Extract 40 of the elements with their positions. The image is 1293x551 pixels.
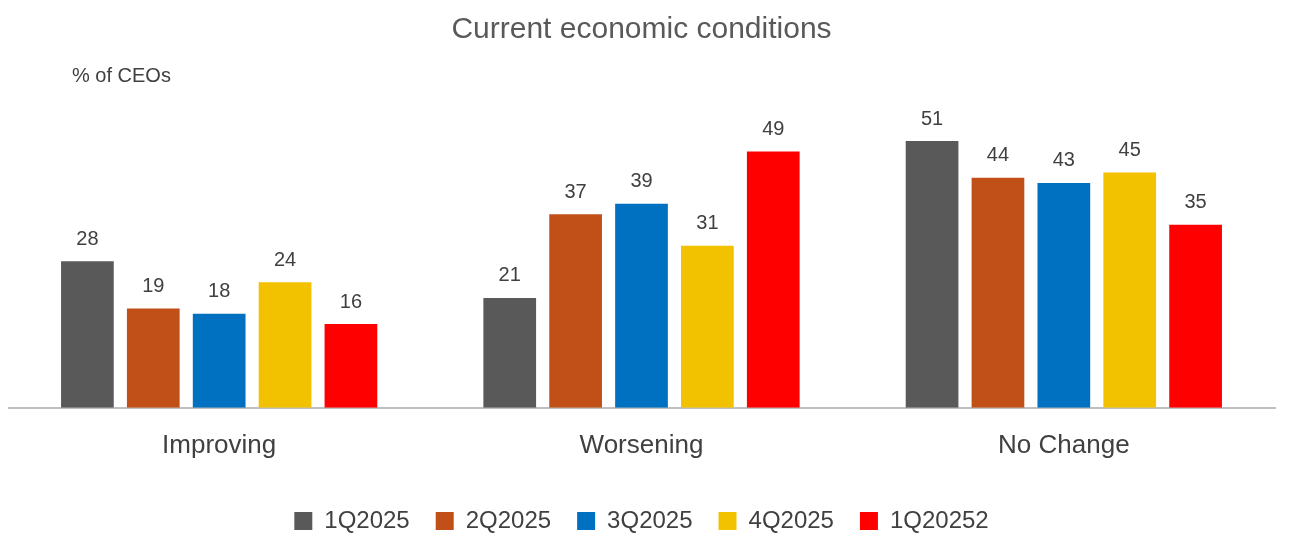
- data-label: 44: [986, 143, 1010, 166]
- bar: [971, 177, 1025, 408]
- legend-label: 3Q2025: [607, 505, 693, 533]
- bar: [905, 141, 959, 408]
- data-label: 39: [630, 169, 653, 192]
- x-tick-label: Improving: [162, 428, 277, 459]
- chart-title: Current economic conditions: [451, 11, 832, 45]
- bar: [483, 297, 537, 408]
- x-tick-label: No Change: [998, 428, 1130, 459]
- data-label: 51: [920, 106, 944, 129]
- data-label: 19: [142, 273, 165, 296]
- x-tick-label: Worsening: [579, 428, 704, 459]
- data-label: 24: [273, 247, 297, 270]
- bar: [126, 308, 180, 408]
- data-label: 45: [1118, 137, 1141, 160]
- bar: [324, 324, 378, 408]
- legend-label: 2Q2025: [465, 505, 552, 533]
- bar: [615, 203, 668, 408]
- data-label: 18: [208, 279, 231, 302]
- bar: [549, 214, 602, 408]
- data-label: 49: [762, 117, 785, 140]
- y-axis-title: % of CEOs: [72, 63, 171, 86]
- data-label: 37: [564, 179, 587, 202]
- data-label: 43: [1052, 148, 1075, 171]
- legend-label: 1Q2025: [324, 505, 410, 533]
- data-label: 16: [339, 289, 363, 312]
- data-label: 35: [1184, 190, 1207, 213]
- bar: [61, 261, 114, 408]
- bar: [1037, 182, 1091, 408]
- data-label: 31: [696, 211, 719, 234]
- bar: [1169, 224, 1222, 408]
- bar: [681, 245, 734, 408]
- bar: [258, 282, 312, 408]
- data-label: 21: [498, 263, 521, 286]
- bar: [1103, 172, 1157, 408]
- bar: [192, 313, 246, 408]
- bar: [746, 151, 800, 408]
- legend-label: 4Q2025: [748, 505, 834, 533]
- legend-label: 1Q20252: [889, 505, 989, 533]
- data-label: 28: [76, 226, 99, 249]
